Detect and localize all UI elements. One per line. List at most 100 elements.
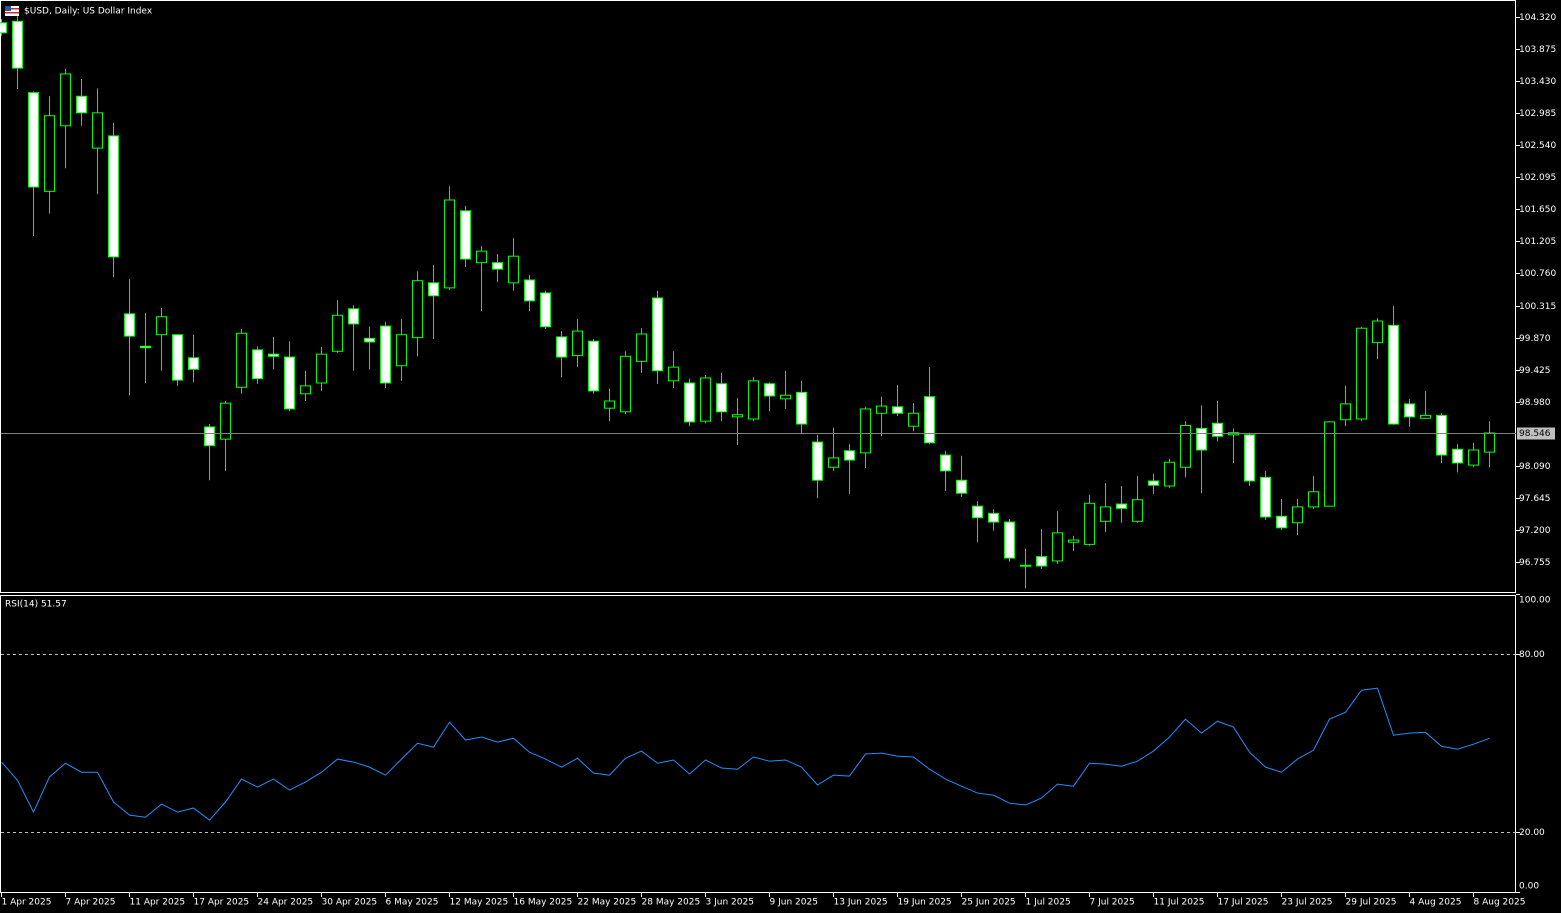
candle-body	[316, 353, 327, 384]
candle-body	[60, 73, 71, 127]
main-frame	[0, 0, 1516, 593]
candle-body	[1148, 480, 1159, 486]
candle-body	[284, 356, 295, 410]
candle-body	[140, 345, 151, 349]
candle-body	[1388, 324, 1399, 425]
flag-icon	[5, 6, 19, 16]
candle-body	[1020, 564, 1031, 567]
candle-body	[252, 349, 263, 380]
candle-body	[76, 95, 87, 114]
candle-body	[108, 135, 119, 258]
candle-body	[588, 340, 599, 392]
candle-body	[204, 426, 215, 447]
candle-body	[444, 199, 455, 289]
candle-body	[956, 479, 967, 494]
y-tick-label: 97.200	[1519, 526, 1551, 536]
x-tick-label: 17 Jul 2025	[1218, 898, 1269, 908]
candle-body	[1468, 449, 1479, 466]
candle-body	[1436, 414, 1447, 456]
y-tick-label: 20.00	[1519, 828, 1545, 838]
candle-body	[572, 330, 583, 357]
candle-body	[604, 400, 615, 409]
x-tick-label: 29 Jul 2025	[1346, 898, 1397, 908]
candle-body	[988, 512, 999, 523]
x-tick-label: 8 Aug 2025	[1474, 898, 1526, 908]
candle-body	[684, 382, 695, 423]
candle-body	[12, 20, 23, 69]
candle-body	[828, 457, 839, 468]
candle-body	[236, 332, 247, 388]
y-tick-label: 97.645	[1519, 494, 1551, 504]
last-price-label: 98.546	[1519, 429, 1551, 439]
candle-body	[156, 316, 167, 336]
x-tick-label: 7 Jul 2025	[1090, 898, 1135, 908]
chart-title: $USD, Daily: US Dollar Index	[24, 7, 153, 17]
candle-body	[124, 313, 135, 337]
candle-body	[540, 292, 551, 328]
y-tick-label: 98.980	[1519, 398, 1551, 408]
y-tick-label: 100.00	[1519, 596, 1551, 606]
candle-body	[380, 325, 391, 384]
candle-body	[652, 297, 663, 372]
x-tick-label: 16 May 2025	[514, 898, 573, 908]
candle-body	[1420, 414, 1431, 419]
candle-body	[1052, 532, 1063, 562]
candle-body	[1244, 434, 1255, 482]
candle-body	[44, 115, 55, 192]
candle-body	[1196, 427, 1207, 451]
y-tick-label: 102.540	[1519, 141, 1556, 151]
candle-body	[1404, 403, 1415, 418]
x-tick-label: 11 Apr 2025	[130, 898, 186, 908]
candle-body	[524, 279, 535, 302]
x-tick-label: 28 May 2025	[642, 898, 701, 908]
rsi-title: RSI(14) 51.57	[5, 600, 67, 610]
x-tick-label: 3 Jun 2025	[706, 898, 754, 908]
x-tick-label: 1 Jul 2025	[1026, 898, 1071, 908]
candle-body	[668, 366, 679, 382]
x-tick-label: 22 May 2025	[578, 898, 637, 908]
candle-body	[940, 454, 951, 472]
y-tick-label: 102.985	[1519, 109, 1556, 119]
candle-body	[1452, 448, 1463, 464]
last-price-box	[1517, 427, 1555, 440]
candle-body	[1484, 432, 1495, 453]
candle-body	[412, 280, 423, 339]
y-tick-label: 99.425	[1519, 366, 1551, 376]
x-tick-label: 23 Jul 2025	[1282, 898, 1333, 908]
y-tick-label: 102.095	[1519, 173, 1556, 183]
candle-body	[92, 112, 103, 149]
candle-body	[748, 380, 759, 420]
candle-body	[1036, 556, 1047, 567]
rsi-frame	[0, 595, 1516, 893]
candle-body	[1100, 506, 1111, 522]
x-tick-label: 11 Jul 2025	[1154, 898, 1205, 908]
y-tick-label: 80.00	[1519, 650, 1545, 660]
x-tick-label: 19 Jun 2025	[898, 898, 952, 908]
candle-body	[0, 22, 7, 34]
candle-body	[1004, 521, 1015, 559]
candle-body	[460, 210, 471, 260]
candle-body	[716, 383, 727, 413]
candle-body	[1068, 539, 1079, 543]
candle-body	[620, 355, 631, 413]
y-tick-label: 100.760	[1519, 269, 1556, 279]
rsi-line	[1, 687, 1490, 821]
candle-body	[1276, 515, 1287, 529]
candle-body	[924, 396, 935, 444]
y-tick-label: 101.650	[1519, 205, 1556, 215]
y-tick-label: 104.320	[1519, 13, 1556, 23]
candle-body	[732, 414, 743, 418]
y-tick-label: 101.205	[1519, 237, 1556, 247]
y-tick-label: 96.755	[1519, 558, 1551, 568]
candle-body	[700, 377, 711, 422]
candle-body	[1116, 503, 1127, 509]
candle-body	[1132, 499, 1143, 522]
candle-body	[28, 92, 39, 188]
x-tick-label: 4 Aug 2025	[1410, 898, 1462, 908]
candle-body	[1164, 461, 1175, 487]
x-tick-label: 13 Jun 2025	[834, 898, 888, 908]
y-tick-label: 103.430	[1519, 77, 1556, 87]
candle-body	[556, 336, 567, 358]
candle-body	[476, 250, 487, 264]
